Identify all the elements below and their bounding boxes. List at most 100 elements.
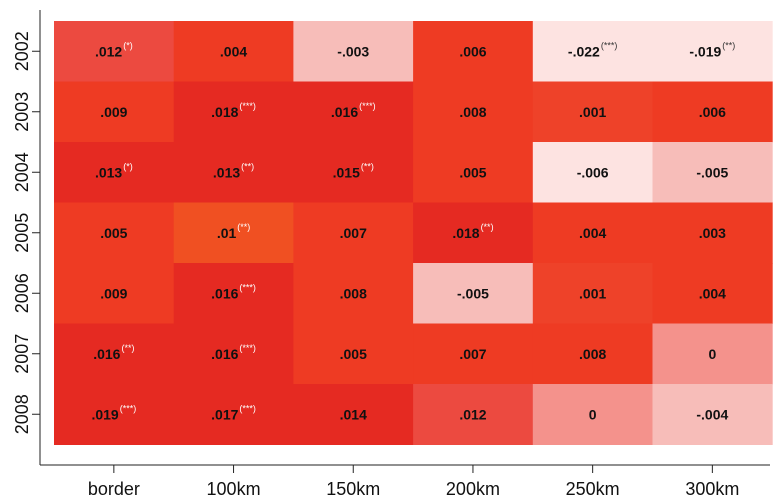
significance-marker: (***) <box>601 40 618 50</box>
cell-value: .01 <box>217 225 237 241</box>
cell-value: .001 <box>579 104 606 120</box>
heatmap-cell <box>173 263 294 324</box>
cell-value-label: -.005 <box>457 285 489 301</box>
y-tick-label: 2008 <box>12 394 32 434</box>
heatmap-cell <box>293 384 414 445</box>
heatmap-cell <box>173 21 294 82</box>
heatmap-cell <box>413 142 534 203</box>
cell-value-label: .008 <box>579 346 606 362</box>
cell-value: .001 <box>579 285 606 301</box>
cell-value-label: .006 <box>459 43 486 59</box>
cell-value-label: -.005 <box>696 164 728 180</box>
significance-marker: (**) <box>722 40 735 50</box>
cell-value-label: .016(***) <box>331 101 376 120</box>
heatmap-cell <box>54 202 175 264</box>
y-tick-label: 2005 <box>12 213 32 253</box>
cell-value: -.006 <box>577 164 609 180</box>
significance-marker: (**) <box>361 161 374 171</box>
cell-value-label: .004 <box>220 43 247 59</box>
significance-marker: (**) <box>481 222 494 232</box>
cell-value-label: .008 <box>459 104 486 120</box>
cell-value-label: .016(**) <box>93 343 134 362</box>
significance-marker: (***) <box>239 282 256 292</box>
heatmap-cell <box>413 202 534 264</box>
heatmap-cell <box>173 323 294 385</box>
cell-value: -.005 <box>696 164 728 180</box>
cell-value: .006 <box>699 104 726 120</box>
heatmap-cell <box>652 202 773 264</box>
cell-value: .005 <box>459 164 486 180</box>
cell-value: .016 <box>211 346 238 362</box>
cell-value: .009 <box>100 285 127 301</box>
heatmap-cell <box>293 81 414 143</box>
cell-value: .013 <box>95 164 122 180</box>
cell-value-label: .007 <box>459 346 486 362</box>
cell-value: .019 <box>91 406 118 422</box>
cell-value-label: .014 <box>340 406 367 422</box>
heatmap-cell <box>54 81 175 143</box>
cell-value: .004 <box>220 43 247 59</box>
heatmap-cell <box>293 202 414 264</box>
cell-value-label: .012 <box>459 406 486 422</box>
significance-marker: (***) <box>239 343 256 353</box>
heatmap-cell <box>532 21 653 82</box>
heatmap-cell <box>532 384 653 445</box>
heatmap-cell <box>54 323 175 385</box>
heatmap-cell <box>293 323 414 385</box>
x-tick-label: 200km <box>446 479 500 499</box>
cell-value-label: .018(***) <box>211 101 256 120</box>
cell-value: .008 <box>579 346 606 362</box>
heatmap-cell <box>54 384 175 445</box>
cell-value-label: .005 <box>340 346 367 362</box>
cell-value: 0 <box>708 346 716 362</box>
chart-ticks: border 100km 150km 200km 250km 300km 2002 2003 2… <box>12 31 739 499</box>
cell-value: .005 <box>340 346 367 362</box>
cell-value-label: .016(***) <box>211 282 256 301</box>
x-tick-label: 300km <box>685 479 739 499</box>
cell-value-label: .019(***) <box>91 403 136 422</box>
cell-value-label: -.006 <box>577 164 609 180</box>
cell-value-label: .005 <box>459 164 486 180</box>
cell-value: .005 <box>100 225 127 241</box>
cell-value: -.019 <box>689 43 721 59</box>
cell-value: .018 <box>211 104 238 120</box>
cell-value-label: .012(*) <box>95 40 133 59</box>
heatmap-cell <box>173 81 294 143</box>
significance-marker: (*) <box>123 161 133 171</box>
cell-value-label: -.003 <box>337 43 369 59</box>
cell-value-label: .004 <box>579 225 606 241</box>
cell-value: .018 <box>452 225 479 241</box>
cell-value: -.004 <box>696 406 728 422</box>
heatmap-cell <box>532 81 653 143</box>
significance-marker: (***) <box>120 403 137 413</box>
cell-value-label: .009 <box>100 285 127 301</box>
heatmap-cell <box>54 263 175 324</box>
cell-value: -.022 <box>568 43 600 59</box>
heatmap-cell <box>173 384 294 445</box>
cell-value-label: -.019(**) <box>689 40 735 59</box>
heatmap-cell <box>413 323 534 385</box>
cell-value-label: .006 <box>699 104 726 120</box>
y-tick-label: 2003 <box>12 92 32 132</box>
cell-value-label: .018(**) <box>452 222 493 241</box>
heatmap-cell <box>293 21 414 82</box>
heatmap-cell <box>652 384 773 445</box>
y-tick-label: 2002 <box>12 31 32 71</box>
cell-value: .015 <box>333 164 360 180</box>
heatmap-cell <box>532 323 653 385</box>
heatmap-cell <box>532 263 653 324</box>
cell-value-label: .013(**) <box>213 161 254 180</box>
heatmap-cell <box>173 142 294 203</box>
cell-value: .004 <box>579 225 606 241</box>
cell-value: .007 <box>340 225 367 241</box>
heatmap-cell <box>532 142 653 203</box>
significance-marker: (***) <box>239 403 256 413</box>
cell-value-label: .013(*) <box>95 161 133 180</box>
cell-value: .003 <box>699 225 726 241</box>
significance-marker: (***) <box>239 101 256 111</box>
cell-value: .008 <box>340 285 367 301</box>
significance-marker: (**) <box>241 161 254 171</box>
cell-value-label: .01(**) <box>217 222 250 241</box>
heatmap-cell <box>293 263 414 324</box>
